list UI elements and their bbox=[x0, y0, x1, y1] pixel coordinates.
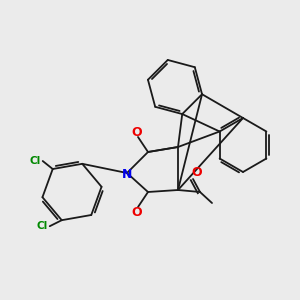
Text: Cl: Cl bbox=[37, 221, 48, 231]
Text: O: O bbox=[191, 166, 202, 179]
Text: Cl: Cl bbox=[30, 156, 41, 166]
Text: O: O bbox=[131, 126, 142, 139]
Text: O: O bbox=[131, 206, 142, 219]
Text: N: N bbox=[122, 168, 132, 181]
